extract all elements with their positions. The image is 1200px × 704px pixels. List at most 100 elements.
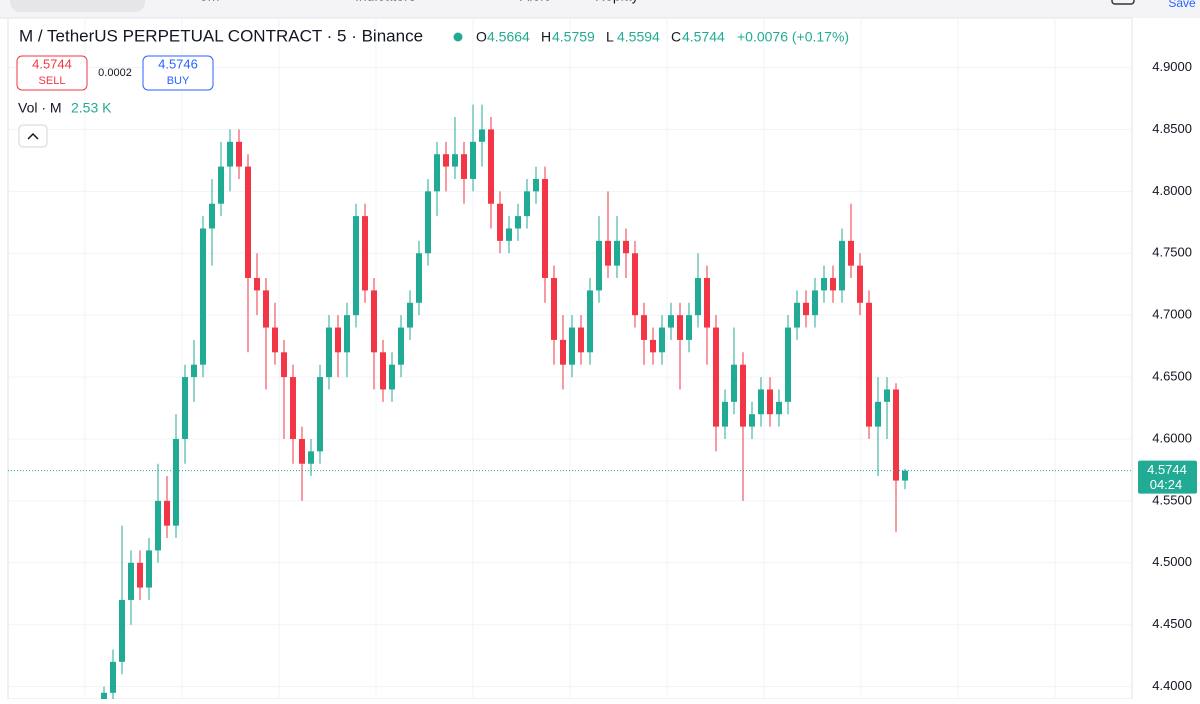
y-tick-label: 4.4000 (1152, 678, 1192, 693)
spread: 0.0002 (98, 67, 132, 79)
candle-body (398, 327, 404, 365)
save-button[interactable]: Save (1168, 0, 1196, 10)
candle-body (110, 661, 116, 693)
candle-body (704, 278, 710, 328)
candle-body (236, 141, 242, 167)
candle-body (371, 290, 377, 353)
volume-label: Vol · M (18, 100, 62, 116)
candle-body (434, 154, 440, 192)
y-tick-label: 4.7500 (1152, 245, 1192, 260)
layout-icon[interactable] (1111, 0, 1135, 5)
candle-body (389, 364, 395, 390)
ohlc-value: 4.5594 (617, 29, 660, 45)
last-price-box (1138, 460, 1197, 494)
candle-body (812, 290, 818, 316)
candle-body (470, 141, 476, 179)
y-tick-label: 4.8000 (1152, 183, 1192, 198)
candle-body (668, 315, 674, 328)
candle-body (587, 290, 593, 353)
candle-body (452, 154, 458, 167)
candle-body (569, 327, 575, 365)
candle-body (281, 352, 287, 378)
candle-body (335, 327, 341, 353)
symbol-title: M / TetherUS PERPETUAL CONTRACT · 5 · Bi… (19, 26, 423, 45)
candle-body (506, 228, 512, 241)
price-axis: 4.4000 4.4500 4.5000 4.5500 4.6000 4.6500 4.70… (1152, 59, 1192, 693)
countdown: 04:24 (1150, 477, 1183, 492)
candle-body (740, 364, 746, 427)
candle-body (524, 191, 530, 217)
candle-body (758, 389, 764, 415)
ohlc-label: L (606, 29, 614, 45)
candle-body (209, 203, 215, 229)
candle-body (128, 562, 134, 600)
chevron-icon (27, 132, 39, 140)
candle-body (191, 364, 197, 378)
price-change: +0.0076 (+0.17%) (737, 29, 849, 45)
candle-body (623, 240, 629, 254)
ohlc-label: O (476, 29, 487, 45)
candle-body (749, 414, 755, 427)
volume-value: 2.53 K (71, 100, 112, 116)
candle-body (344, 315, 350, 353)
candle-body (542, 178, 548, 279)
ohlc-label: H (541, 29, 551, 45)
candle-body (218, 166, 224, 204)
candle-body (416, 253, 422, 303)
y-tick-label: 4.7000 (1152, 307, 1192, 322)
candle-body (560, 339, 566, 365)
candles (101, 104, 908, 704)
buy-label: BUY (167, 75, 190, 87)
candle-body (488, 129, 494, 204)
candle-body (803, 302, 809, 316)
candle-body (182, 377, 188, 439)
candle-body (722, 401, 728, 427)
candle-body (794, 302, 800, 328)
toolbar (0, 0, 1200, 18)
candle-body (461, 154, 467, 179)
y-tick-label: 4.6000 (1152, 430, 1192, 445)
candle-body (497, 203, 503, 241)
toolbar-item: Indicators (355, 0, 416, 4)
candle-body (632, 253, 638, 316)
candle-body (875, 401, 881, 427)
candle-body (245, 166, 251, 279)
toolbar-item: 5m (200, 0, 219, 4)
candle-body (200, 228, 206, 365)
candle-body (173, 438, 179, 526)
candle-body (227, 141, 233, 167)
candle-body (164, 500, 170, 526)
candle-body (857, 265, 863, 303)
candle-body (713, 327, 719, 427)
candle-body (407, 302, 413, 328)
candle-body (641, 315, 647, 340)
candle-body (686, 315, 692, 340)
collapse-button[interactable] (18, 124, 48, 148)
candle-body (776, 401, 782, 415)
candle-body (308, 451, 314, 464)
symbol-box[interactable] (10, 0, 145, 12)
sell-price: 4.5744 (32, 56, 72, 71)
candle-body (533, 178, 539, 192)
candle-body (443, 154, 449, 167)
legend: M / TetherUS PERPETUAL CONTRACT · 5 · Bi… (19, 26, 849, 45)
y-tick-label: 4.5500 (1152, 492, 1192, 507)
candle-body (137, 562, 143, 588)
candle-body (290, 377, 296, 439)
y-tick-label: 4.5000 (1152, 554, 1192, 569)
candle-body (119, 599, 125, 662)
candle-body (101, 692, 107, 704)
candle-body (362, 216, 368, 291)
candle-body (515, 216, 521, 229)
buy-button[interactable] (142, 55, 214, 91)
candle-body (848, 240, 854, 266)
candle-body (317, 377, 323, 452)
candle-body (614, 240, 620, 266)
grid (8, 18, 1132, 699)
sell-button[interactable] (16, 55, 88, 91)
candle-body (155, 500, 161, 551)
sell-label: SELL (39, 75, 66, 87)
candle-body (866, 302, 872, 427)
